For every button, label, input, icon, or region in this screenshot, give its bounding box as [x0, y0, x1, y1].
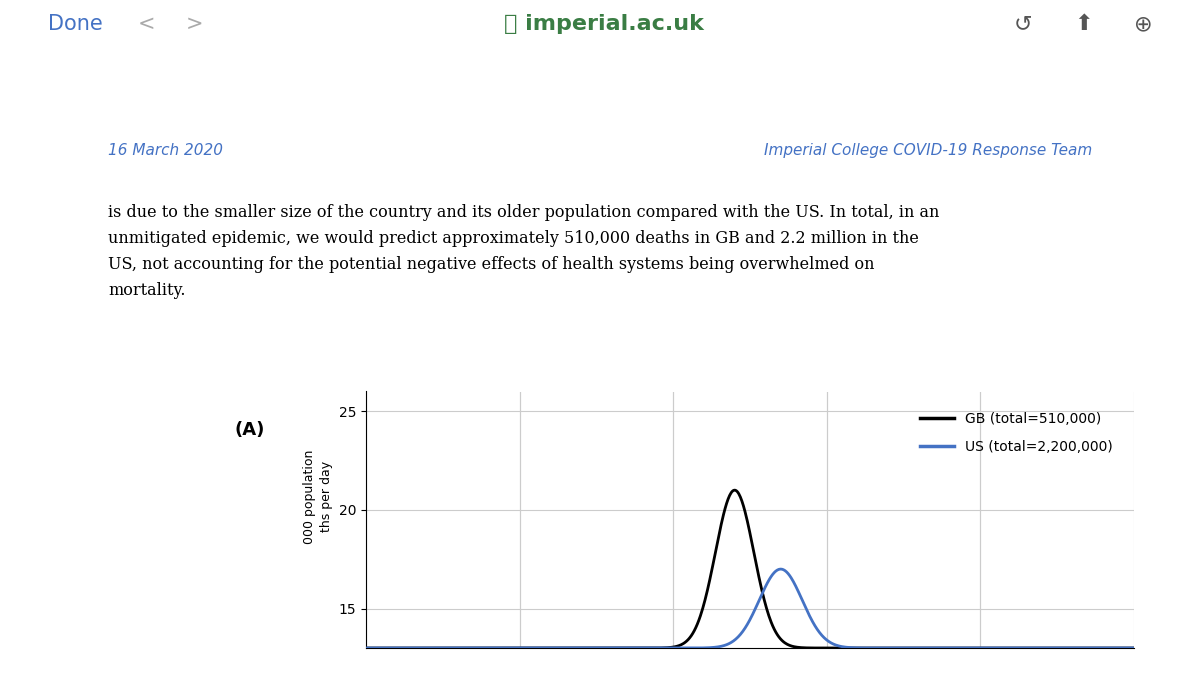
- Text: ⬆: ⬆: [1074, 14, 1093, 34]
- Text: 🔒 imperial.ac.uk: 🔒 imperial.ac.uk: [504, 14, 704, 34]
- Text: ths per day: ths per day: [320, 461, 332, 533]
- Legend: GB (total=510,000), US (total=2,200,000): GB (total=510,000), US (total=2,200,000): [906, 398, 1127, 468]
- Text: 000 population: 000 population: [304, 450, 316, 544]
- Text: >: >: [186, 14, 204, 34]
- Text: ↺: ↺: [1014, 14, 1033, 34]
- Text: ⊕: ⊕: [1134, 14, 1153, 34]
- Text: Imperial College COVID-19 Response Team: Imperial College COVID-19 Response Team: [763, 143, 1092, 159]
- Text: (A): (A): [234, 421, 264, 439]
- Text: Done: Done: [48, 14, 103, 34]
- Text: is due to the smaller size of the country and its older population compared with: is due to the smaller size of the countr…: [108, 204, 940, 299]
- Text: <: <: [138, 14, 156, 34]
- Text: 16 March 2020: 16 March 2020: [108, 143, 223, 159]
